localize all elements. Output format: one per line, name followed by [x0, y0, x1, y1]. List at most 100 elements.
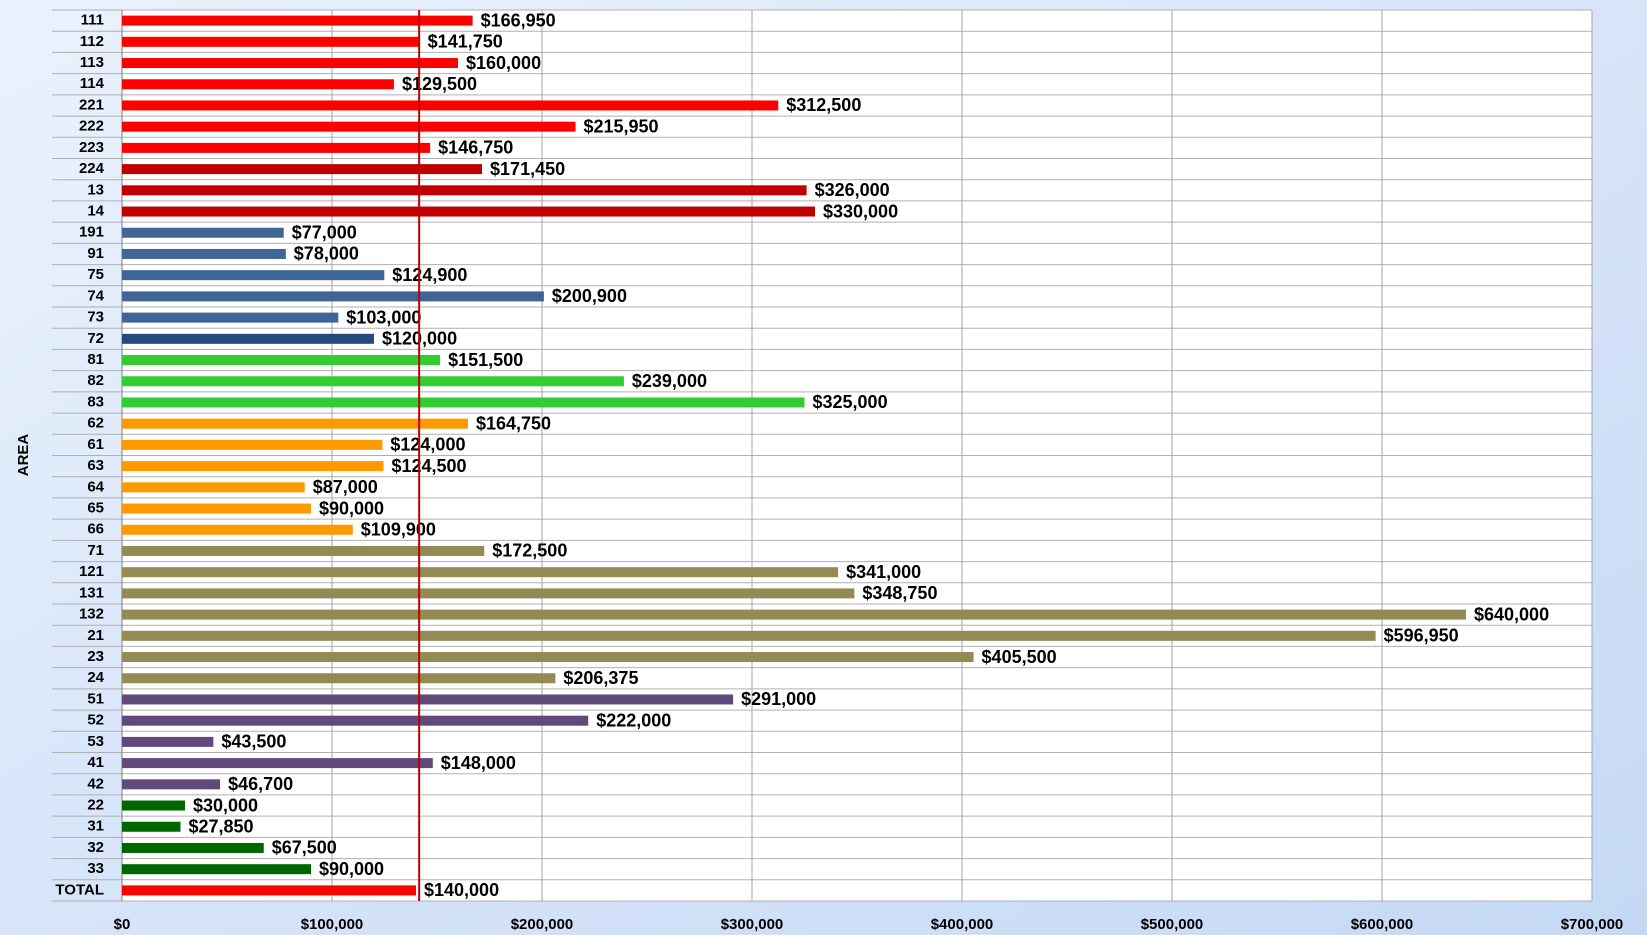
y-tick-label: 222	[79, 118, 104, 135]
x-tick-label: $200,000	[511, 916, 574, 933]
y-tick-label: 24	[87, 669, 104, 686]
bar	[122, 15, 473, 26]
bar	[122, 312, 339, 323]
y-tick-label: 33	[87, 860, 104, 877]
y-tick-label: 32	[87, 839, 104, 856]
value-label: $200,900	[552, 286, 627, 306]
value-label: $164,750	[476, 413, 551, 433]
value-label: $325,000	[813, 392, 888, 412]
x-tick-label: $500,000	[1141, 916, 1204, 933]
bar	[122, 588, 855, 599]
y-tick-label: 53	[87, 733, 104, 750]
bar	[122, 630, 1376, 641]
value-label: $405,500	[982, 647, 1057, 667]
x-tick-label: $700,000	[1561, 916, 1624, 933]
bar	[122, 206, 815, 217]
value-label: $90,000	[319, 498, 384, 518]
value-label: $148,000	[441, 753, 516, 773]
x-tick-label: $600,000	[1351, 916, 1414, 933]
y-axis-label: AREA	[15, 434, 32, 477]
bar	[122, 779, 221, 790]
bar	[122, 58, 458, 69]
value-label: $206,375	[563, 668, 638, 688]
value-label: $215,950	[583, 116, 658, 136]
value-label: $67,500	[272, 838, 337, 858]
y-tick-label: 75	[87, 266, 104, 283]
y-tick-label: 131	[79, 584, 104, 601]
y-tick-label: 66	[87, 521, 104, 538]
value-label: $140,000	[424, 880, 499, 900]
value-label: $129,500	[402, 74, 477, 94]
bar	[122, 270, 385, 281]
value-label: $109,900	[361, 520, 436, 540]
value-label: $87,000	[313, 477, 378, 497]
y-tick-label: 81	[87, 351, 104, 368]
bar	[122, 736, 214, 747]
y-tick-label: 22	[87, 797, 104, 814]
value-label: $596,950	[1384, 626, 1459, 646]
y-tick-label: 91	[87, 245, 104, 262]
value-label: $330,000	[823, 201, 898, 221]
value-label: $291,000	[741, 689, 816, 709]
bar	[122, 121, 576, 132]
y-tick-label: 74	[87, 287, 104, 304]
y-tick-label: 73	[87, 309, 104, 326]
y-tick-label: 112	[80, 33, 104, 50]
bar	[122, 418, 468, 429]
y-tick-label: 63	[87, 457, 104, 474]
value-label: $348,750	[862, 583, 937, 603]
x-tick-label: $300,000	[721, 916, 784, 933]
value-label: $146,750	[438, 138, 513, 158]
y-tick-label: 191	[79, 224, 104, 241]
bar	[122, 694, 734, 705]
bar	[122, 79, 394, 90]
bar	[122, 715, 589, 726]
y-tick-label: 83	[87, 393, 104, 410]
value-label: $222,000	[596, 710, 671, 730]
value-label: $30,000	[193, 795, 258, 815]
value-label: $312,500	[786, 95, 861, 115]
y-tick-label: 72	[87, 330, 104, 347]
bar	[122, 758, 433, 769]
bar	[122, 482, 305, 493]
value-label: $172,500	[492, 541, 567, 561]
x-tick-label: $100,000	[301, 916, 364, 933]
bar	[122, 142, 431, 153]
y-tick-label: 62	[87, 415, 104, 432]
value-label: $166,950	[481, 10, 556, 30]
bar	[122, 355, 441, 366]
value-label: $640,000	[1474, 604, 1549, 624]
y-tick-label: 113	[80, 54, 104, 71]
value-label: $124,900	[392, 265, 467, 285]
value-label: $43,500	[221, 732, 286, 752]
y-tick-label: 111	[81, 12, 104, 29]
y-tick-label: 65	[87, 500, 104, 517]
y-tick-label: 64	[87, 478, 104, 495]
bar	[122, 545, 485, 556]
bar	[122, 333, 374, 344]
y-tick-label: 223	[79, 139, 104, 156]
bar	[122, 800, 185, 811]
bar	[122, 524, 353, 535]
y-tick-label: 41	[87, 754, 104, 771]
value-label: $124,000	[390, 435, 465, 455]
value-label: $160,000	[466, 53, 541, 73]
bar	[122, 185, 807, 196]
y-tick-label: 14	[87, 203, 104, 220]
bar	[122, 503, 311, 514]
value-label: $326,000	[815, 180, 890, 200]
y-tick-label: 23	[87, 648, 104, 665]
y-tick-label: 51	[87, 690, 104, 707]
x-tick-label: $0	[114, 916, 131, 933]
value-label: $77,000	[292, 223, 357, 243]
value-label: $78,000	[294, 244, 359, 264]
bar	[122, 461, 384, 472]
bar	[122, 227, 284, 238]
bar	[122, 842, 264, 853]
value-label: $341,000	[846, 562, 921, 582]
value-label: $171,450	[490, 159, 565, 179]
x-tick-label: $400,000	[931, 916, 994, 933]
bar	[122, 885, 416, 896]
y-tick-label: 42	[87, 775, 104, 792]
